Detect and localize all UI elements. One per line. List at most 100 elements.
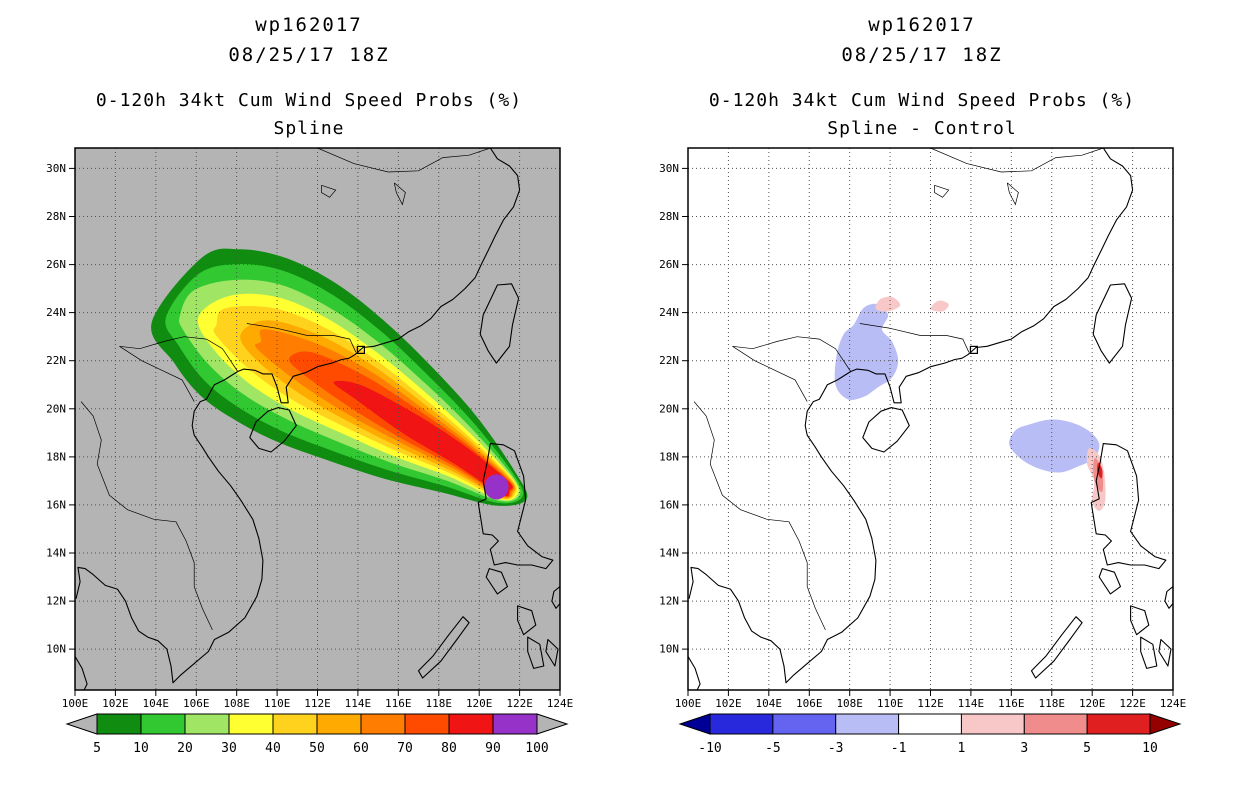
colorbar-tick-label: 100 [525,741,548,756]
colorbar-tick-label: 5 [93,741,101,756]
colorbar-tick-label: 20 [177,741,193,756]
lon-label: 100E [675,697,702,710]
lat-label: 16N [46,498,66,511]
colorbar: 5 10 20 30 40 50 60 70 80 90 100 [65,713,569,756]
lon-label: 110E [877,697,904,710]
lat-label: 12N [46,595,66,608]
colorbar-segment [960,713,1025,735]
lon-label: 112E [917,697,944,710]
lon-label: 124E [1160,697,1187,710]
grid-lines [688,148,1173,690]
lat-label: 22N [659,354,679,367]
colorbar-tick-label: 90 [485,741,501,756]
colorbar-segment [898,713,963,735]
rivers-borders [693,148,1104,631]
lon-label: 114E [958,697,985,710]
lat-label: 18N [46,450,66,463]
lat-label: 10N [46,643,66,656]
lon-label: 118E [426,697,453,710]
lon-label: 118E [1039,697,1066,710]
lon-label: 108E [223,697,250,710]
difference-map: 30N 28N 26N 24N 22N 20N 18N 16N 14N 12N 10N 100E 102… [659,147,1186,710]
colorbar-arrow-right [1149,713,1182,735]
lon-label: 114E [345,697,372,710]
difference-colorbar: -10 -5 -3 -1 1 3 5 10 [678,713,1182,756]
colorbar-tick-label: -3 [828,741,844,756]
colorbar-segment [709,713,774,735]
colorbar-tick-label: 50 [309,741,325,756]
lon-label: 122E [506,697,533,710]
lat-label: 14N [659,547,679,560]
colorbar-segment [184,713,230,735]
location-marker [969,345,978,354]
colorbar: -10 -5 -3 -1 1 3 5 10 [678,713,1182,756]
left-datetime: 08/25/17 18Z [228,44,390,66]
left-method-label: Spline [273,118,345,139]
axis-labels: 30N 28N 26N 24N 22N 20N 18N 16N 14N 12N 10N 100E 102… [659,162,1186,710]
coastlines [75,148,560,690]
colorbar-tick-label: -10 [698,741,721,756]
lat-label: 24N [659,306,679,319]
contour-90 [484,474,509,500]
lon-label: 124E [547,697,574,710]
colorbar-segment [448,713,494,735]
colorbar-tick-label: 70 [397,741,413,756]
colorbar-segment [492,713,538,735]
colorbar-tick-label: -5 [765,741,781,756]
right-datetime: 08/25/17 18Z [841,44,1003,66]
lon-label: 122E [1119,697,1146,710]
lat-label: 28N [659,210,679,223]
colorbar-arrow-left [65,713,98,735]
colorbar-tick-label: 10 [133,741,149,756]
lat-label: 30N [46,162,66,175]
lat-label: 22N [46,354,66,367]
difference-patch [834,303,899,400]
lat-label: 16N [659,498,679,511]
lat-label: 26N [659,258,679,271]
lat-label: 24N [46,306,66,319]
lat-label: 18N [659,450,679,463]
lon-label: 104E [143,697,170,710]
colorbar-segment [360,713,406,735]
colorbar-tick-label: 5 [1083,741,1091,756]
coastlines [688,148,1173,690]
colorbar-segment [1086,713,1151,735]
difference-patch [930,300,949,312]
lat-label: 20N [659,402,679,415]
right-subtitle: 0-120h 34kt Cum Wind Speed Probs (%) [708,90,1136,111]
right-storm-id: wp162017 [868,14,976,36]
left-subtitle: 0-120h 34kt Cum Wind Speed Probs (%) [95,90,523,111]
lon-label: 102E [102,697,129,710]
difference-patch [1009,419,1100,473]
colorbar-segment [404,713,450,735]
colorbar-segment [228,713,274,735]
colorbar-tick-label: 3 [1020,741,1028,756]
lat-label: 20N [46,402,66,415]
colorbar-segment [316,713,362,735]
lat-label: 10N [659,643,679,656]
lat-label: 26N [46,258,66,271]
lon-label: 108E [836,697,863,710]
location-marker [356,345,365,354]
rivers-borders [80,148,491,631]
axis-labels: 30N 28N 26N 24N 22N 20N 18N 16N 14N 12N 10N 100E 102… [46,162,573,710]
difference-patch [1097,462,1103,479]
right-method-label: Spline - Control [827,118,1017,139]
lon-label: 120E [466,697,493,710]
colorbar-segment [272,713,318,735]
colorbar-tick-label: 1 [957,741,965,756]
probability-colorbar: 5 10 20 30 40 50 60 70 80 90 100 [65,713,569,756]
lon-label: 116E [385,697,412,710]
probability-swath [151,248,528,506]
colorbar-segment [140,713,186,735]
lon-label: 100E [62,697,89,710]
map-background [688,148,1173,690]
contour-80 [333,380,513,497]
lat-label: 14N [46,547,66,560]
lon-label: 102E [715,697,742,710]
colorbar-segment [835,713,900,735]
lon-label: 110E [264,697,291,710]
colorbar-tick-label: 60 [353,741,369,756]
difference-patch [875,296,901,312]
